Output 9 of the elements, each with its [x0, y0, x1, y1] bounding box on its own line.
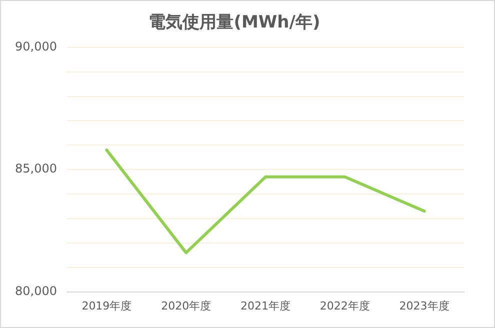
- x-tick-label: 2021年度: [240, 299, 290, 312]
- x-tick-label: 2020年度: [161, 299, 212, 312]
- x-tick-label: 2022年度: [320, 299, 370, 312]
- x-tick-label: 2019年度: [82, 299, 132, 312]
- y-tick-label: 80,000: [14, 284, 57, 298]
- y-tick-label: 90,000: [14, 40, 57, 54]
- y-tick-label: 85,000: [14, 162, 57, 176]
- chart-title: 電気使用量(MWh/年): [148, 12, 320, 33]
- x-tick-label: 2023年度: [399, 299, 450, 312]
